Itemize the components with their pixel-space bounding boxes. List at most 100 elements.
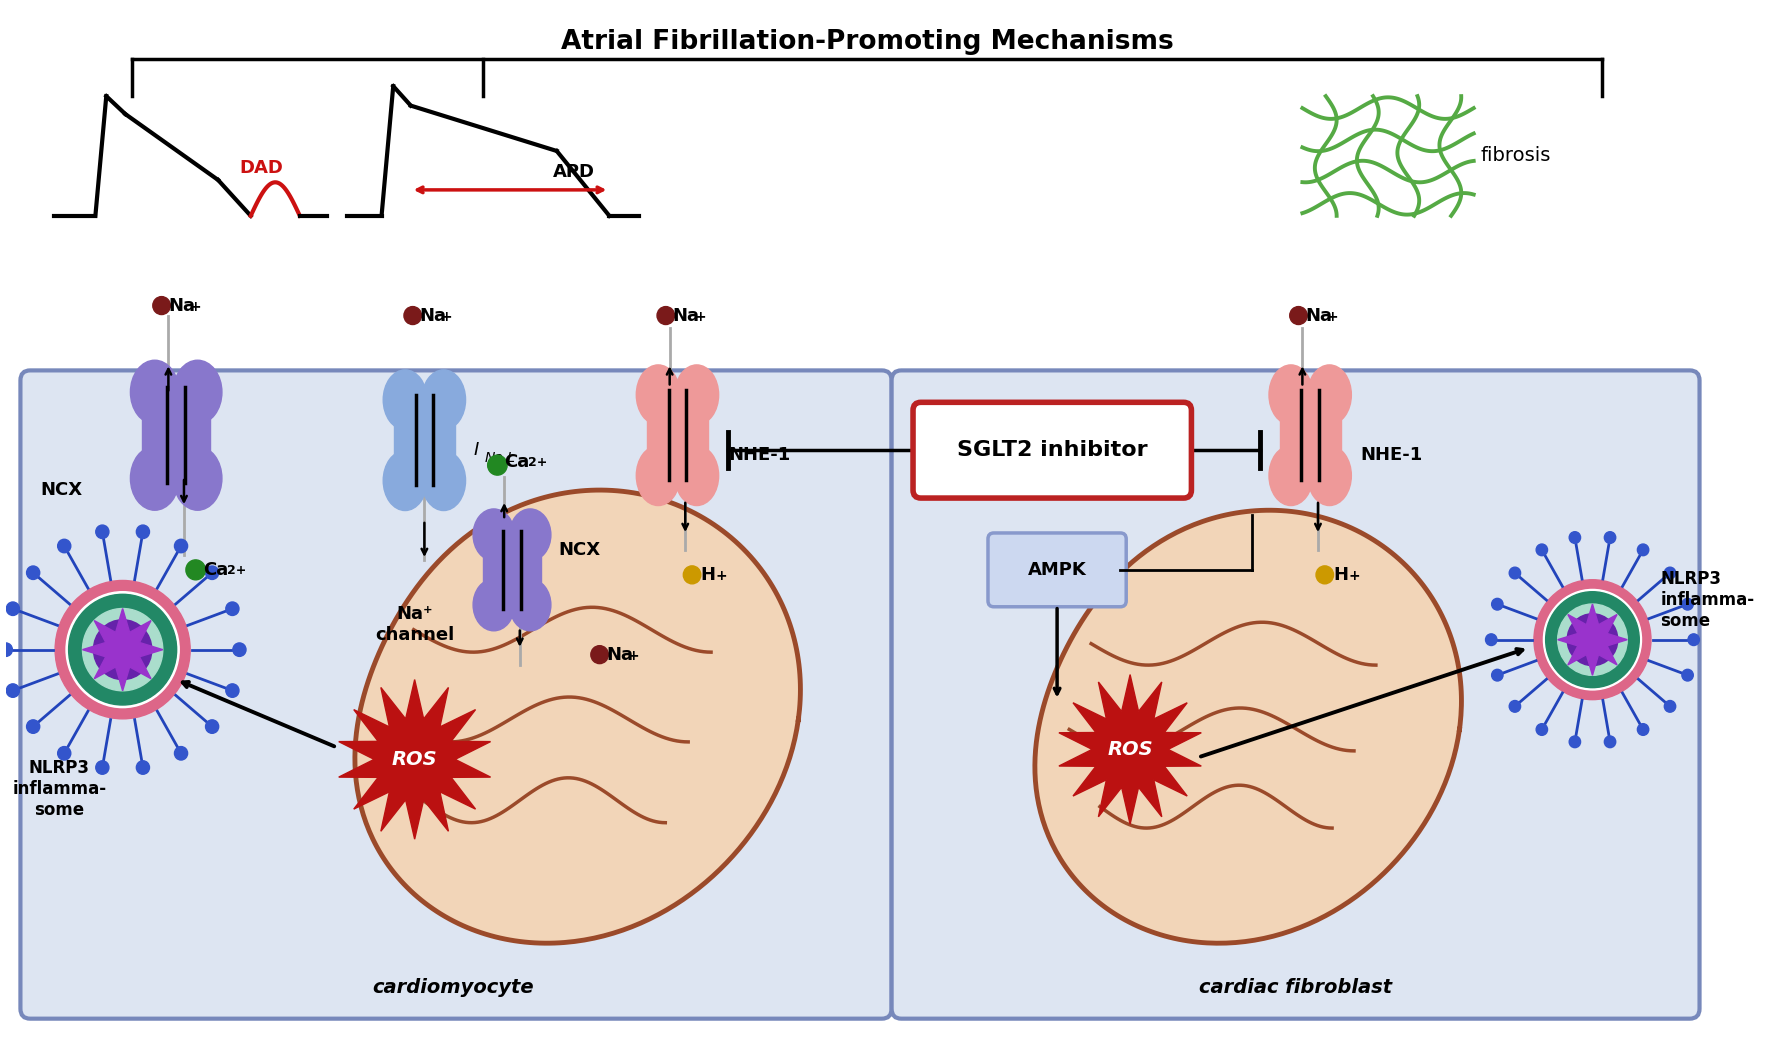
Ellipse shape: [683, 566, 701, 584]
Text: Na,L: Na,L: [485, 451, 515, 465]
Ellipse shape: [510, 579, 550, 630]
Ellipse shape: [635, 446, 680, 505]
Ellipse shape: [1536, 724, 1547, 736]
Ellipse shape: [1604, 531, 1616, 543]
Polygon shape: [1035, 511, 1462, 943]
Text: I: I: [473, 441, 478, 460]
Ellipse shape: [136, 761, 149, 774]
Ellipse shape: [1317, 566, 1333, 584]
Ellipse shape: [473, 508, 515, 561]
Text: +: +: [715, 569, 727, 582]
Text: NLRP3
inflamma-
some: NLRP3 inflamma- some: [12, 760, 106, 819]
Text: 2+: 2+: [227, 564, 246, 577]
Ellipse shape: [1510, 567, 1520, 579]
Ellipse shape: [1543, 590, 1641, 690]
Text: AMPK: AMPK: [1028, 561, 1087, 579]
Ellipse shape: [131, 446, 179, 511]
Ellipse shape: [384, 370, 427, 429]
Ellipse shape: [96, 761, 110, 774]
Ellipse shape: [186, 560, 205, 579]
Ellipse shape: [489, 455, 508, 475]
Ellipse shape: [384, 451, 427, 511]
Ellipse shape: [173, 446, 221, 511]
Ellipse shape: [1269, 446, 1313, 505]
FancyBboxPatch shape: [21, 370, 892, 1019]
Text: Atrial Fibrillation-Promoting Mechanisms: Atrial Fibrillation-Promoting Mechanisms: [561, 29, 1174, 55]
Ellipse shape: [175, 746, 188, 760]
Ellipse shape: [1492, 598, 1503, 610]
Text: ROS: ROS: [391, 750, 437, 769]
Ellipse shape: [1682, 669, 1694, 681]
Ellipse shape: [136, 525, 149, 539]
Polygon shape: [1558, 604, 1627, 675]
Ellipse shape: [65, 592, 179, 708]
Ellipse shape: [131, 361, 179, 424]
Text: +: +: [441, 309, 453, 324]
Ellipse shape: [27, 720, 39, 734]
Ellipse shape: [152, 297, 170, 315]
Ellipse shape: [591, 646, 609, 664]
Ellipse shape: [7, 602, 19, 616]
Ellipse shape: [227, 684, 239, 697]
Polygon shape: [83, 609, 163, 691]
Bar: [142, 392, 211, 478]
Text: H: H: [1333, 566, 1349, 584]
Text: Na: Na: [1304, 306, 1333, 324]
Ellipse shape: [94, 620, 152, 679]
Ellipse shape: [1664, 700, 1676, 712]
Ellipse shape: [657, 306, 674, 324]
Ellipse shape: [1682, 598, 1694, 610]
Text: +: +: [694, 309, 706, 324]
Text: NLRP3
inflamma-
some: NLRP3 inflamma- some: [1660, 570, 1754, 629]
Text: 2+: 2+: [527, 456, 547, 469]
Text: DAD: DAD: [239, 159, 283, 177]
Ellipse shape: [83, 609, 163, 691]
Polygon shape: [338, 679, 490, 839]
Text: Ca: Ca: [204, 561, 228, 579]
Ellipse shape: [635, 365, 680, 425]
Ellipse shape: [1492, 669, 1503, 681]
Ellipse shape: [421, 451, 466, 511]
Polygon shape: [1058, 674, 1202, 824]
Text: cardiomyocyte: cardiomyocyte: [373, 977, 535, 997]
Ellipse shape: [1570, 531, 1581, 543]
Text: APD: APD: [554, 163, 595, 181]
Ellipse shape: [1535, 579, 1651, 699]
Polygon shape: [356, 490, 800, 943]
Text: NHE-1: NHE-1: [1361, 446, 1423, 464]
Text: Ca: Ca: [504, 453, 529, 471]
Ellipse shape: [58, 540, 71, 552]
Text: SGLT2 inhibitor: SGLT2 inhibitor: [958, 440, 1147, 461]
Ellipse shape: [1308, 365, 1351, 425]
Ellipse shape: [55, 580, 189, 719]
Text: H: H: [701, 566, 715, 584]
Ellipse shape: [27, 566, 39, 579]
Bar: [646, 395, 708, 475]
Text: +: +: [1349, 569, 1359, 582]
Ellipse shape: [510, 508, 550, 561]
Text: cardiac fibroblast: cardiac fibroblast: [1198, 977, 1393, 997]
Ellipse shape: [1664, 567, 1676, 579]
Ellipse shape: [96, 525, 110, 539]
Ellipse shape: [69, 594, 177, 705]
Text: ROS: ROS: [1108, 740, 1152, 759]
Ellipse shape: [404, 306, 421, 324]
Ellipse shape: [1269, 365, 1313, 425]
FancyBboxPatch shape: [892, 370, 1699, 1019]
Text: Na⁺
channel: Na⁺ channel: [375, 604, 455, 644]
FancyBboxPatch shape: [988, 532, 1126, 606]
Ellipse shape: [175, 540, 188, 552]
Ellipse shape: [58, 746, 71, 760]
FancyBboxPatch shape: [913, 402, 1191, 498]
Bar: [483, 535, 542, 604]
Ellipse shape: [1290, 306, 1308, 324]
Ellipse shape: [0, 643, 12, 656]
Ellipse shape: [1308, 446, 1351, 505]
Ellipse shape: [234, 643, 246, 656]
Text: Na: Na: [673, 306, 699, 324]
Ellipse shape: [1545, 592, 1639, 688]
Ellipse shape: [173, 361, 221, 424]
Ellipse shape: [7, 684, 19, 697]
Text: +: +: [1328, 309, 1338, 324]
Text: NCX: NCX: [559, 541, 600, 559]
